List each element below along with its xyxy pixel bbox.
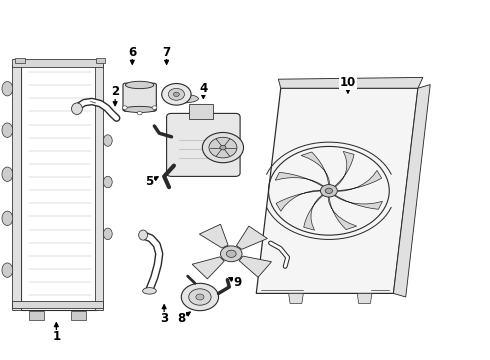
Ellipse shape (103, 228, 112, 240)
Ellipse shape (123, 107, 156, 112)
Circle shape (196, 294, 204, 300)
Ellipse shape (2, 263, 13, 277)
Circle shape (181, 283, 219, 311)
Text: 3: 3 (160, 312, 168, 325)
Text: 2: 2 (111, 85, 119, 98)
Circle shape (137, 111, 142, 115)
Polygon shape (289, 293, 303, 303)
Text: 4: 4 (199, 82, 207, 95)
Polygon shape (338, 170, 382, 192)
Text: 7: 7 (163, 46, 171, 59)
Ellipse shape (139, 230, 147, 240)
Circle shape (189, 289, 211, 305)
Circle shape (202, 132, 244, 163)
Bar (95, 65, 103, 310)
Circle shape (220, 145, 226, 150)
Bar (21, 65, 97, 310)
Text: 6: 6 (128, 46, 136, 59)
Ellipse shape (2, 167, 13, 181)
Polygon shape (335, 195, 383, 209)
Circle shape (122, 106, 127, 109)
Polygon shape (335, 152, 354, 186)
Ellipse shape (103, 135, 112, 146)
FancyBboxPatch shape (123, 83, 156, 111)
Circle shape (220, 246, 242, 262)
Ellipse shape (2, 211, 13, 225)
Polygon shape (237, 226, 268, 249)
Polygon shape (357, 293, 372, 303)
Ellipse shape (103, 176, 112, 188)
Text: 9: 9 (234, 276, 242, 289)
Bar (29, 311, 44, 320)
Polygon shape (393, 85, 430, 297)
Ellipse shape (143, 288, 156, 294)
Polygon shape (276, 190, 320, 211)
Polygon shape (328, 197, 357, 230)
Text: 8: 8 (177, 312, 185, 325)
Circle shape (209, 137, 237, 158)
Text: 5: 5 (146, 175, 153, 188)
Text: 1: 1 (52, 330, 60, 343)
Ellipse shape (125, 81, 154, 89)
Circle shape (162, 84, 191, 105)
Polygon shape (239, 256, 271, 277)
Circle shape (173, 92, 179, 96)
Polygon shape (304, 195, 323, 230)
Ellipse shape (2, 123, 13, 138)
Circle shape (325, 188, 333, 193)
Polygon shape (278, 77, 423, 88)
Ellipse shape (2, 81, 13, 96)
Ellipse shape (72, 103, 82, 114)
Polygon shape (256, 88, 418, 293)
Bar (12, 65, 21, 310)
Bar (12, 301, 103, 308)
Circle shape (226, 250, 236, 257)
Bar (96, 58, 105, 63)
Circle shape (320, 185, 337, 197)
Text: 10: 10 (340, 76, 356, 89)
Circle shape (169, 88, 184, 100)
Bar (189, 104, 213, 119)
FancyBboxPatch shape (167, 113, 240, 176)
Polygon shape (275, 172, 323, 186)
Bar (15, 58, 24, 63)
Circle shape (152, 106, 157, 109)
Bar (12, 59, 103, 67)
Polygon shape (192, 257, 224, 279)
Ellipse shape (166, 94, 198, 103)
Polygon shape (199, 224, 228, 248)
Bar (71, 311, 86, 320)
Polygon shape (301, 152, 330, 184)
